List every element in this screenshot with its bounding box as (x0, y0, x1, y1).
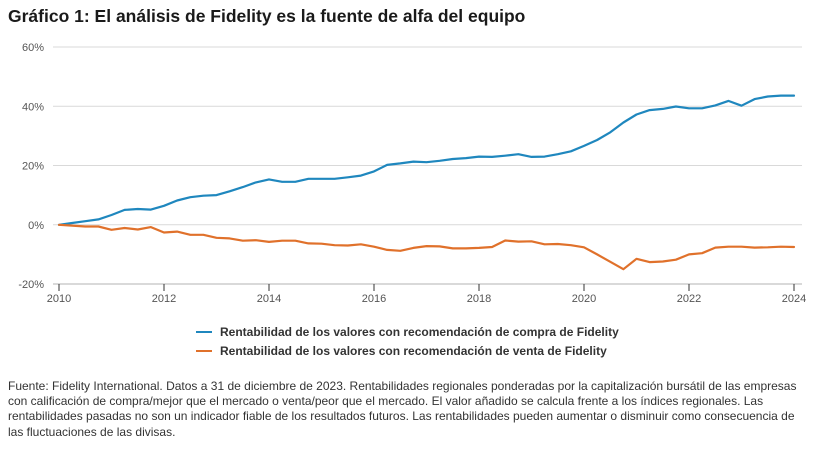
legend-swatch-buy (196, 330, 212, 333)
series-lines (57, 94, 796, 271)
y-tick-label: 0% (28, 220, 44, 232)
x-axis: 2010 2012 2014 2016 2018 2020 2022 2024 (47, 283, 806, 305)
y-tick-label: 40% (22, 101, 44, 113)
x-tick-label: 2022 (677, 293, 701, 305)
y-tick-label: 20% (22, 161, 44, 173)
y-tick-label: 60% (22, 42, 44, 54)
chart-title: Gráfico 1: El análisis de Fidelity es la… (8, 6, 526, 26)
x-tick-label: 2020 (572, 293, 596, 305)
gridlines (53, 46, 802, 226)
legend: Rentabilidad de los valores con recomend… (196, 322, 619, 360)
legend-label-sell: Rentabilidad de los valores con recomend… (220, 343, 607, 358)
legend-label-buy: Rentabilidad de los valores con recomend… (220, 324, 619, 339)
legend-item-buy[interactable]: Rentabilidad de los valores con recomend… (196, 322, 619, 341)
x-tick-label: 2016 (362, 293, 386, 305)
source-footnote: Fuente: Fidelity International. Datos a … (8, 379, 797, 439)
x-tick-label: 2018 (467, 293, 491, 305)
x-tick-label: 2014 (257, 293, 281, 305)
y-tick-label: -20% (18, 279, 44, 291)
x-tick-label: 2012 (152, 293, 176, 305)
legend-swatch-sell (196, 349, 212, 352)
legend-item-sell[interactable]: Rentabilidad de los valores con recomend… (196, 341, 619, 360)
x-tick-label: 2024 (782, 293, 806, 305)
y-axis: -20% 0% 20% 40% 60% (18, 42, 44, 291)
x-tick-label: 2010 (47, 293, 71, 305)
series-line-sell[interactable] (57, 223, 796, 271)
line-chart: -20% 0% 20% 40% 60% 2010 2012 2014 2016 2018 2020… (18, 42, 806, 305)
series-line-buy[interactable] (57, 94, 796, 226)
